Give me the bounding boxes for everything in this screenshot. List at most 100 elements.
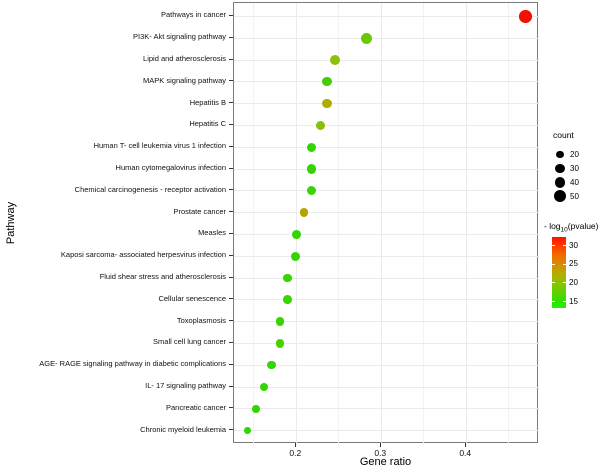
- legend-pvalue-title-prefix: - log: [544, 221, 561, 231]
- data-point: [283, 295, 293, 305]
- pathway-label: Pathways in cancer: [160, 10, 226, 20]
- gridline-horizontal: [234, 233, 539, 235]
- legend-pvalue-label: 25: [569, 259, 578, 269]
- gridline-horizontal: [234, 321, 539, 323]
- gridline-vertical-minor: [508, 3, 510, 444]
- x-axis-tick-label: 0.2: [289, 448, 302, 458]
- data-point: [361, 32, 373, 44]
- gridline-horizontal: [234, 364, 539, 366]
- data-point: [519, 10, 533, 23]
- gridline-vertical-major: [380, 3, 382, 444]
- y-axis-tick: [229, 58, 233, 60]
- data-point: [275, 339, 285, 348]
- y-axis-tick: [229, 276, 233, 278]
- data-point: [267, 360, 276, 370]
- data-point: [244, 427, 252, 434]
- gridline-vertical-major: [465, 3, 467, 444]
- legend-pvalue-label: 30: [569, 240, 578, 250]
- legend-count-label: 50: [570, 191, 579, 201]
- legend-pvalue-tick: [552, 245, 555, 247]
- pathway-label: Pancreatic cancer: [165, 402, 226, 412]
- pathway-label: Kaposi sarcoma- associated herpesvirus i…: [60, 250, 226, 260]
- data-point: [299, 208, 309, 217]
- gridline-horizontal: [234, 124, 539, 126]
- pathway-label: Chronic myeloid leukemia: [140, 424, 226, 434]
- legend-count-dot: [553, 190, 566, 203]
- legend-pvalue-tick: [563, 282, 566, 284]
- y-axis-tick: [229, 14, 233, 16]
- pathway-label: Fluid shear stress and atherosclerosis: [99, 272, 226, 281]
- y-axis-tick: [229, 320, 233, 322]
- legend-count-label: 30: [570, 163, 579, 173]
- legend-count-title: count: [553, 130, 574, 140]
- x-axis-tick: [464, 443, 466, 447]
- gridline-horizontal: [234, 299, 539, 301]
- pathway-label: Prostate cancer: [173, 206, 226, 216]
- gridline-horizontal: [234, 15, 539, 17]
- legend-pvalue-label: 20: [569, 277, 578, 287]
- gridline-horizontal: [234, 168, 539, 170]
- legend-pvalue-title-sub: 10: [560, 226, 568, 234]
- gridline-horizontal: [234, 37, 539, 39]
- gridline-horizontal: [234, 408, 539, 410]
- data-point: [307, 164, 317, 174]
- x-axis-tick: [294, 443, 296, 447]
- x-axis-tick: [379, 443, 381, 447]
- pathway-label: Human cytomegalovirus infection: [115, 163, 226, 172]
- y-axis-tick: [229, 123, 233, 125]
- data-point: [252, 404, 261, 413]
- pathway-label: IL- 17 signaling pathway: [145, 381, 226, 390]
- data-point: [290, 251, 300, 261]
- y-axis-tick: [229, 407, 233, 409]
- legend-count-label: 20: [570, 149, 579, 159]
- gridline-vertical-minor: [338, 3, 340, 444]
- gridline-horizontal: [234, 190, 539, 192]
- y-axis-tick: [229, 80, 233, 82]
- y-axis-tick: [229, 102, 233, 104]
- y-axis-tick: [229, 36, 233, 38]
- y-axis-tick: [229, 341, 233, 343]
- y-axis-tick: [229, 189, 233, 191]
- data-point: [283, 273, 293, 283]
- y-axis-tick: [229, 254, 233, 256]
- legend-count-dot: [556, 150, 564, 159]
- y-axis-tick: [229, 145, 233, 147]
- y-axis-tick: [229, 232, 233, 234]
- pathway-label: AGE- RAGE signaling pathway in diabetic …: [39, 359, 226, 369]
- gridline-horizontal: [234, 386, 539, 388]
- x-axis-tick-label: 0.3: [374, 448, 387, 458]
- gridline-horizontal: [234, 342, 539, 344]
- gridline-vertical-minor: [423, 3, 425, 444]
- y-axis-tick: [229, 298, 233, 300]
- data-point: [291, 229, 301, 239]
- data-point: [322, 77, 332, 87]
- legend-pvalue-tick: [552, 263, 555, 265]
- y-axis-tick: [229, 385, 233, 387]
- gridline-horizontal: [234, 212, 539, 214]
- legend-pvalue-title-suffix: (pvalue): [567, 221, 599, 231]
- data-point: [275, 317, 285, 326]
- pathway-label: Hepatitis B: [189, 97, 226, 107]
- legend-count-dot: [555, 163, 565, 174]
- gridline-horizontal: [234, 59, 539, 61]
- pathway-label: Cellular senescence: [158, 293, 226, 303]
- pathway-label: PI3K- Akt signaling pathway: [133, 32, 226, 42]
- data-point: [322, 98, 332, 109]
- data-point: [307, 142, 317, 152]
- gridline-horizontal: [234, 103, 539, 105]
- pathway-label: Toxoplasmosis: [176, 315, 226, 325]
- gridline-vertical-minor: [253, 3, 255, 444]
- data-point: [330, 55, 341, 65]
- pathway-label: Lipid and atherosclerosis: [143, 54, 226, 63]
- plot-panel: [233, 2, 539, 444]
- pathway-label: Small cell lung cancer: [153, 337, 226, 347]
- y-axis-tick: [229, 429, 233, 431]
- y-axis-tick: [229, 167, 233, 169]
- legend-pvalue-tick: [563, 301, 566, 303]
- legend-pvalue-label: 15: [569, 296, 578, 306]
- data-point: [259, 382, 269, 392]
- legend-pvalue-tick: [552, 282, 555, 284]
- gridline-horizontal: [234, 81, 539, 83]
- y-axis-tick: [229, 363, 233, 365]
